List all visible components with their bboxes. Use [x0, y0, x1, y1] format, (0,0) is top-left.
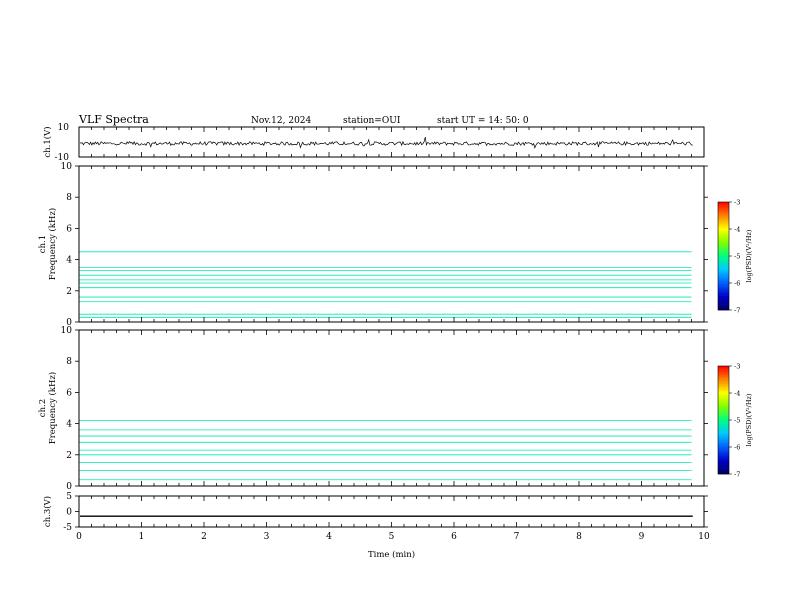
date-label: Nov.12, 2024	[251, 116, 312, 126]
ch1-ylabel: ch.1(V)	[42, 126, 53, 157]
ch1-ytick-label: 10	[58, 123, 70, 133]
figure-title: VLF Spectra	[78, 113, 149, 126]
start-time-label: start UT = 14: 50: 0	[437, 116, 529, 126]
station-label: station=OUI	[343, 116, 401, 126]
ch1-ytick-label: -10	[55, 153, 70, 163]
ch1-trace	[79, 137, 693, 149]
